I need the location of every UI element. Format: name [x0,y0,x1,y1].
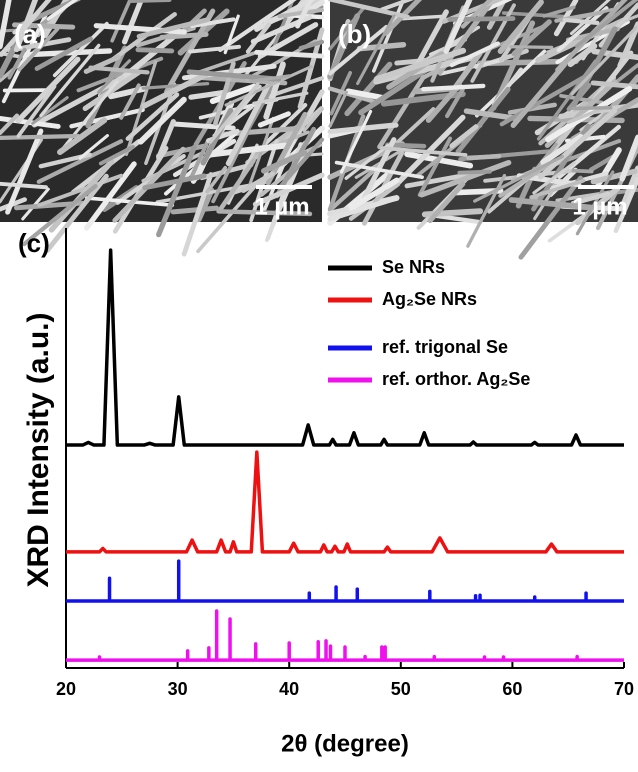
nanorod [511,47,552,48]
x-tick-label: 70 [614,679,634,699]
legend-label: Ag₂Se NRs [382,289,477,309]
nanorod [469,156,500,158]
panel-label: (c) [18,228,50,258]
panel-label: (a) [14,19,46,49]
panel-label: (b) [338,19,371,49]
x-tick-label: 20 [56,679,76,699]
series-line [66,452,624,552]
nanorod [573,108,611,109]
scale-label: 1 µm [254,193,309,220]
series-line [66,561,624,601]
x-tick-label: 50 [391,679,411,699]
series-line [66,611,624,660]
nanorod [131,0,170,1]
x-axis-label: 2θ (degree) [281,730,409,757]
legend-label: ref. trigonal Se [382,337,508,357]
legend-label: Se NRs [382,257,445,277]
nanorod [138,50,172,51]
x-tick-label: 40 [279,679,299,699]
nanorod [162,34,207,37]
legend-label: ref. orthor. Ag₂Se [382,369,530,389]
x-tick-label: 60 [502,679,522,699]
scale-label: 1 µm [572,193,627,220]
nanorod [565,20,598,23]
nanorod [459,172,489,173]
y-axis-label: XRD Intensity (a.u.) [22,312,55,587]
nanorod [0,136,78,138]
x-tick-label: 30 [168,679,188,699]
